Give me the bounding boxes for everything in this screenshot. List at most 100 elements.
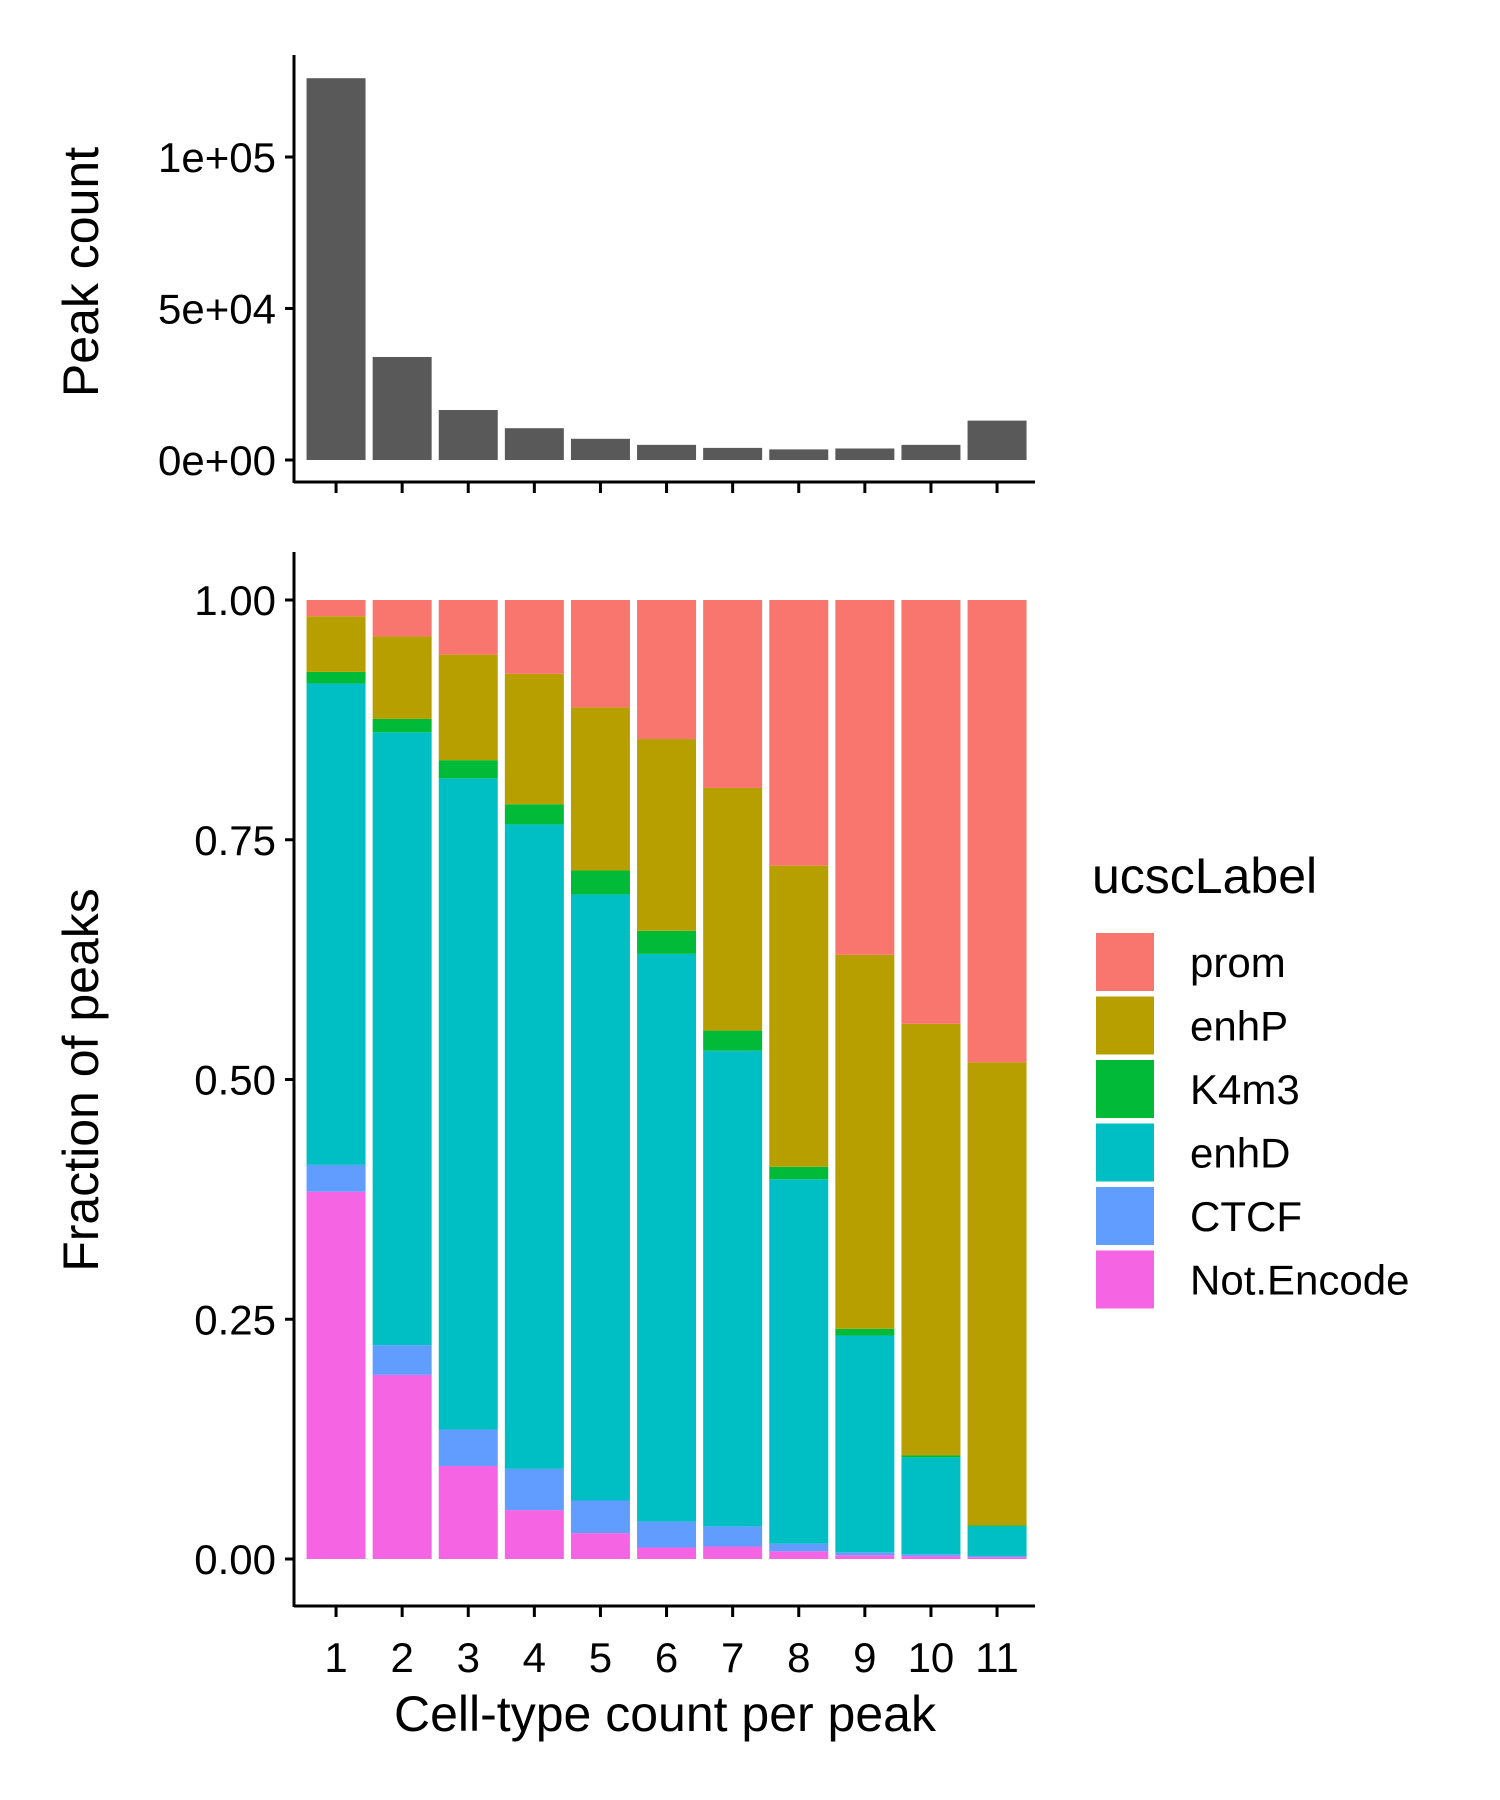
fraction-bar-8-ctcf — [769, 1543, 829, 1552]
legend: ucscLabel prom enhP K4m3 enhD CTCF Not.Encode — [1092, 848, 1409, 1309]
fraction-bar-2-not-encode — [372, 1374, 432, 1559]
legend-swatch-ctcf — [1096, 1187, 1154, 1245]
fraction-bar-7-k4m3 — [703, 1030, 763, 1051]
fraction-bar-4-not-encode — [504, 1510, 564, 1559]
legend-swatch-enhp — [1096, 996, 1154, 1055]
legend-swatch-prom — [1096, 933, 1154, 991]
fraction-bar-6-prom — [637, 600, 697, 740]
fraction-bar-3-ctcf — [438, 1429, 498, 1466]
fraction-y-ticks: 0.00 0.25 0.50 0.75 1.00 — [194, 577, 294, 1583]
fraction-bar-4-enhp — [504, 673, 564, 805]
fraction-bar-1-not-encode — [306, 1191, 366, 1559]
fraction-bar-11-enhp — [967, 1062, 1027, 1526]
fraction-bar-5-k4m3 — [570, 870, 630, 895]
fraction-bar-1-k4m3 — [306, 671, 366, 684]
fraction-bar-4-ctcf — [504, 1468, 564, 1511]
fraction-bar-6-ctcf — [637, 1521, 697, 1548]
fraction-bar-11-enhd — [967, 1526, 1027, 1557]
fraction-x-tick-label: 5 — [589, 1634, 612, 1681]
fraction-bar-5-enhp — [570, 707, 630, 871]
fraction-bar-7-prom — [703, 600, 763, 788]
legend-label-not-encode: Not.Encode — [1190, 1257, 1409, 1304]
peak-count-bar-7 — [703, 447, 763, 460]
fraction-bar-9-prom — [835, 600, 895, 955]
fraction-bar-8-enhd — [769, 1179, 829, 1544]
fraction-bar-7-ctcf — [703, 1526, 763, 1547]
fraction-y-tick-label: 1.00 — [194, 577, 276, 624]
fraction-bar-2-ctcf — [372, 1345, 432, 1375]
fraction-y-tick-label: 0.50 — [194, 1057, 276, 1104]
legend-swatch-k4m3 — [1096, 1060, 1154, 1118]
peak-count-bar-3 — [438, 410, 498, 460]
fraction-panel: 0.00 0.25 0.50 0.75 1.00 1 2 3 4 5 6 7 8 9 10 11 Cell-… — [53, 552, 1035, 1742]
fraction-stacked-bars — [306, 600, 1027, 1559]
fraction-bar-9-ctcf — [835, 1552, 895, 1556]
fraction-bar-1-enhp — [306, 616, 366, 672]
fraction-bar-8-enhp — [769, 865, 829, 1167]
peak-count-bars — [306, 78, 1027, 460]
fraction-bar-3-not-encode — [438, 1465, 498, 1559]
legend-label-k4m3: K4m3 — [1190, 1066, 1300, 1113]
fraction-bar-6-not-encode — [637, 1547, 697, 1559]
legend-label-prom: prom — [1190, 939, 1286, 986]
peak-count-bar-9 — [835, 448, 895, 460]
fraction-x-tick-label: 11 — [975, 1634, 1019, 1681]
fraction-bar-6-enhp — [637, 739, 697, 931]
fraction-x-tick-label: 9 — [853, 1634, 876, 1681]
peak-count-x-ticks — [334, 482, 999, 493]
peak-count-y-ticks: 0e+00 5e+04 1e+05 — [158, 134, 294, 484]
legend-label-enhp: enhP — [1190, 1003, 1288, 1050]
fraction-bar-4-enhd — [504, 824, 564, 1469]
fraction-bar-11-prom — [967, 600, 1027, 1063]
fraction-bar-9-k4m3 — [835, 1328, 895, 1336]
fraction-bar-7-not-encode — [703, 1546, 763, 1559]
fraction-x-tick-label: 1 — [324, 1634, 347, 1681]
fraction-bar-7-enhp — [703, 787, 763, 1031]
fraction-y-axis-title: Fraction of peaks — [53, 888, 109, 1272]
fraction-bar-1-prom — [306, 600, 366, 617]
peak-count-bar-2 — [372, 356, 432, 460]
peak-count-bar-11 — [967, 420, 1027, 460]
legend-title: ucscLabel — [1092, 848, 1317, 904]
fraction-bar-5-enhd — [570, 894, 630, 1501]
fraction-bar-3-enhd — [438, 778, 498, 1430]
fraction-bar-8-not-encode — [769, 1551, 829, 1559]
fraction-y-tick-label: 0.00 — [194, 1536, 276, 1583]
legend-swatch-enhd — [1096, 1123, 1154, 1182]
fraction-bar-8-prom — [769, 600, 829, 866]
fraction-x-tick-label: 6 — [655, 1634, 678, 1681]
fraction-x-tick-label: 7 — [721, 1634, 744, 1681]
fraction-bar-11-k4m3 — [967, 1525, 1027, 1527]
fraction-bar-9-not-encode — [835, 1555, 895, 1559]
legend-items: prom enhP K4m3 enhD CTCF Not.Encode — [1096, 933, 1409, 1309]
fraction-bar-10-not-encode — [901, 1556, 961, 1559]
fraction-bar-8-k4m3 — [769, 1166, 829, 1180]
fraction-bar-2-enhp — [372, 636, 432, 719]
fraction-bar-4-k4m3 — [504, 804, 564, 825]
fraction-bar-9-enhd — [835, 1335, 895, 1553]
peak-count-y-tick-label: 0e+00 — [158, 437, 276, 484]
fraction-bar-3-prom — [438, 600, 498, 655]
fraction-bar-2-enhd — [372, 732, 432, 1346]
fraction-bar-5-ctcf — [570, 1500, 630, 1534]
fraction-bar-10-enhd — [901, 1457, 961, 1555]
peak-count-bar-6 — [637, 444, 697, 460]
fraction-bar-6-k4m3 — [637, 930, 697, 954]
peak-count-bar-5 — [570, 438, 630, 460]
peak-count-bar-8 — [769, 449, 829, 460]
legend-label-ctcf: CTCF — [1190, 1193, 1302, 1240]
fraction-bar-10-prom — [901, 600, 961, 1024]
fraction-bar-3-k4m3 — [438, 760, 498, 779]
fraction-bar-2-k4m3 — [372, 718, 432, 733]
peak-count-panel: 0e+00 5e+04 1e+05 Peak count — [53, 55, 1035, 493]
fraction-bar-11-ctcf — [967, 1556, 1027, 1558]
fraction-x-tick-label: 8 — [787, 1634, 810, 1681]
fraction-bar-10-enhp — [901, 1023, 961, 1456]
fraction-bar-10-k4m3 — [901, 1455, 961, 1458]
fraction-bar-2-prom — [372, 600, 432, 637]
legend-label-enhd: enhD — [1190, 1130, 1290, 1177]
fraction-bar-9-enhp — [835, 954, 895, 1329]
fraction-bar-1-enhd — [306, 683, 366, 1165]
fraction-x-tick-label: 3 — [457, 1634, 480, 1681]
fraction-bar-10-ctcf — [901, 1554, 961, 1557]
